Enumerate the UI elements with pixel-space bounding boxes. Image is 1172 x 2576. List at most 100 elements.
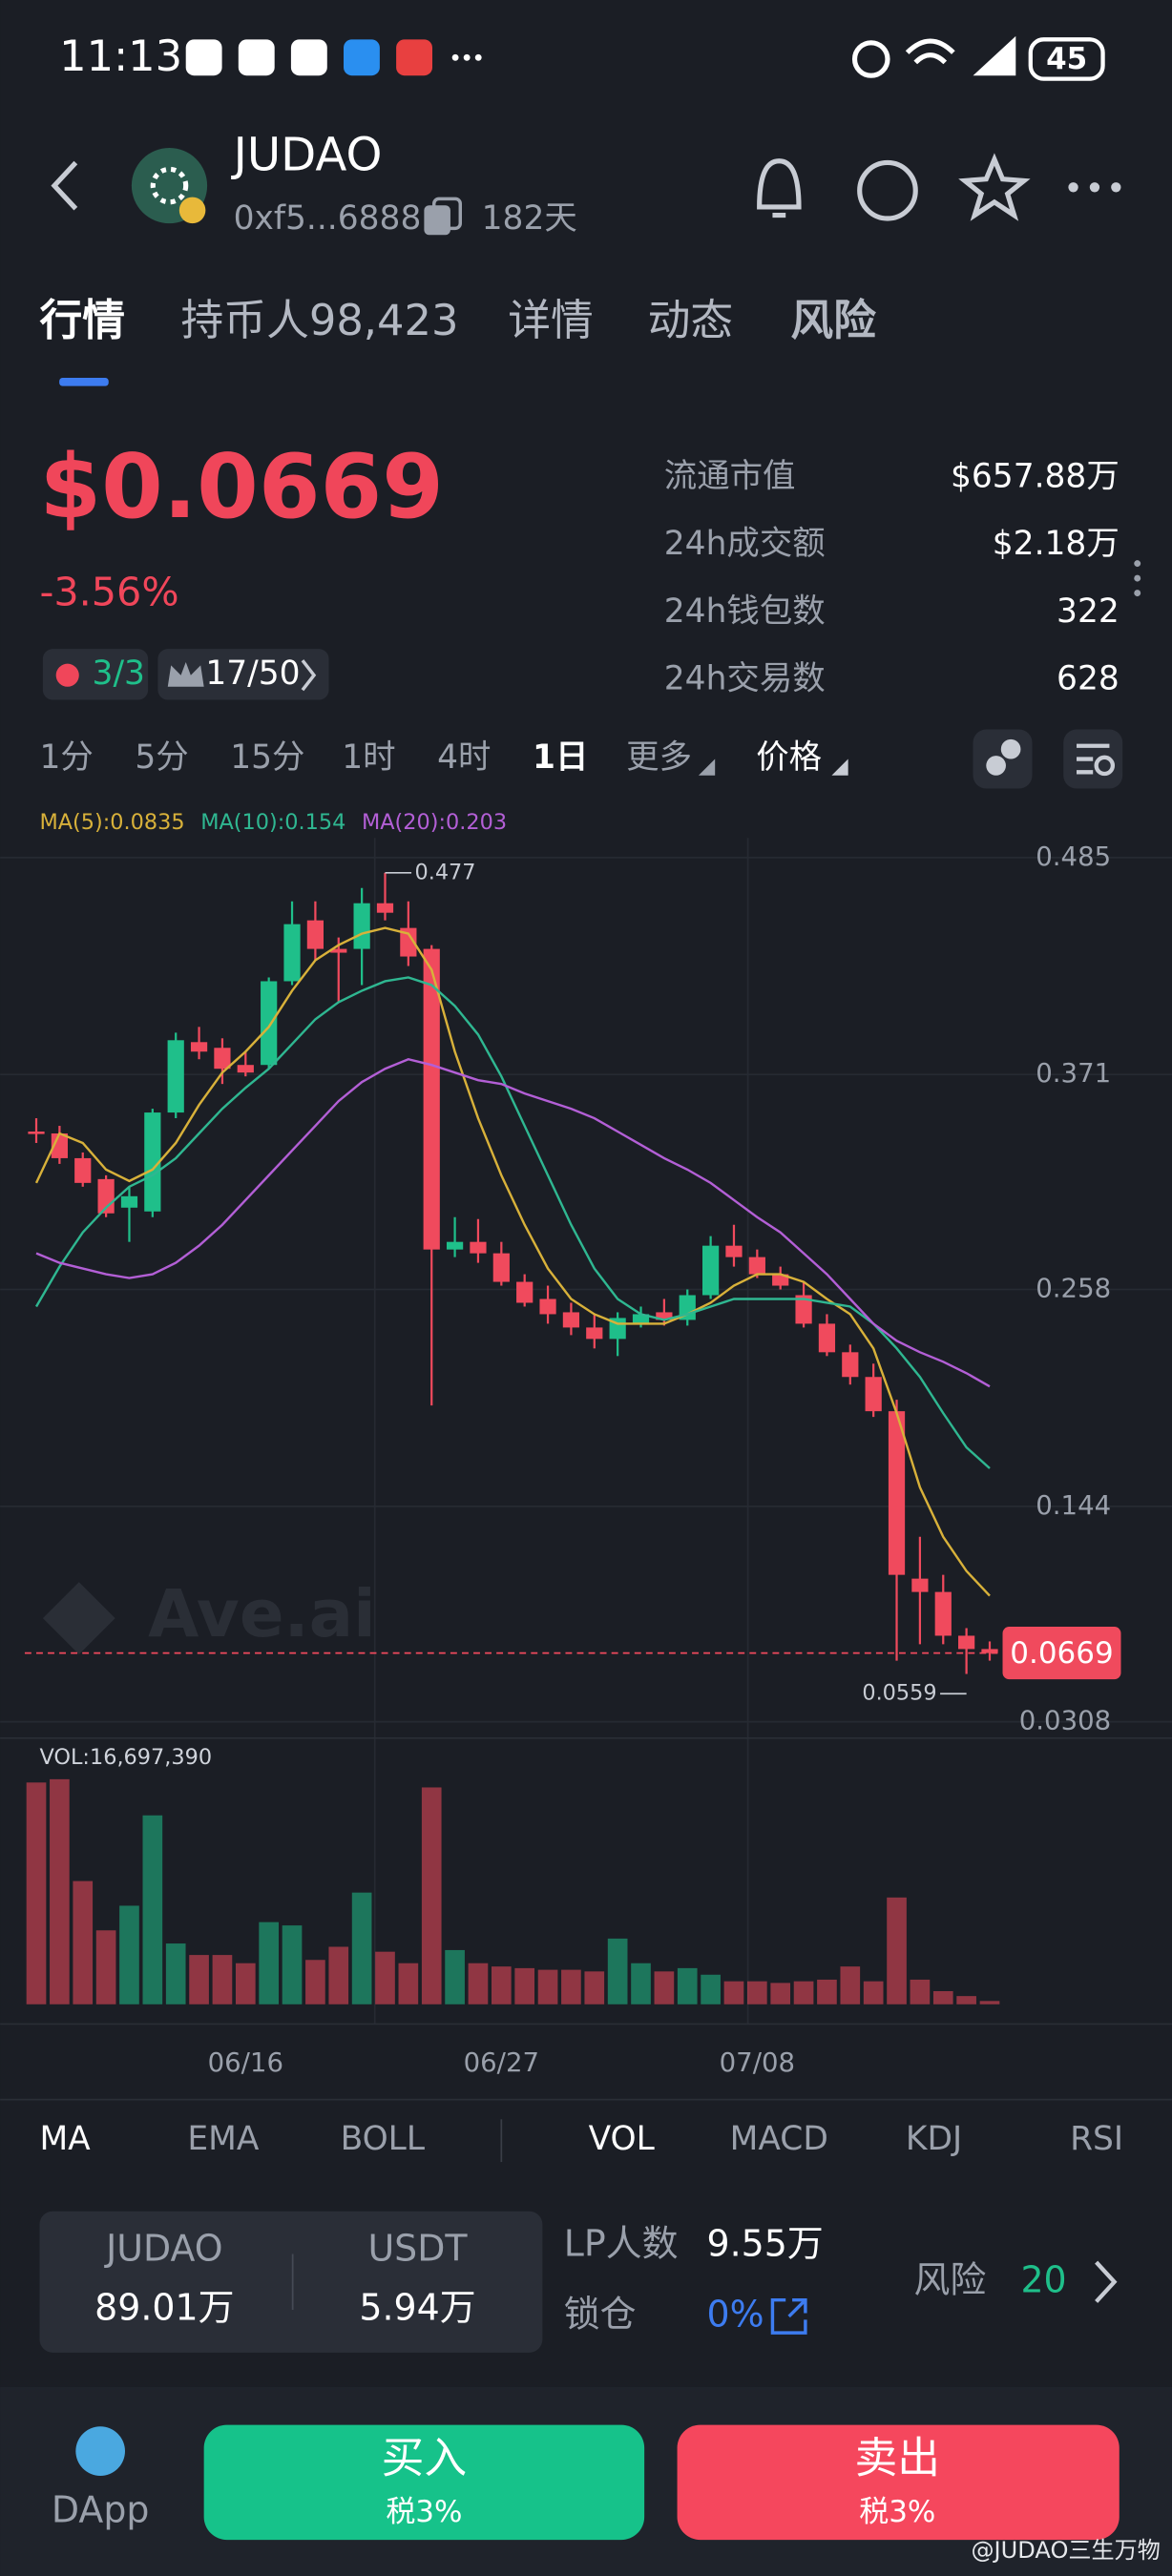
gauge-button[interactable] bbox=[857, 159, 918, 221]
candle-body bbox=[842, 1352, 859, 1378]
tab[interactable]: 持币人98,423 bbox=[181, 295, 459, 345]
favorite-button[interactable] bbox=[958, 153, 1031, 221]
sell-button[interactable] bbox=[677, 2424, 1120, 2541]
app-icon bbox=[344, 39, 380, 76]
setting-icon bbox=[1094, 755, 1116, 777]
side-handle[interactable] bbox=[1134, 560, 1141, 597]
ma-line bbox=[34, 926, 991, 1597]
candle-body bbox=[795, 1295, 812, 1324]
dot bbox=[1134, 590, 1141, 597]
candle-body bbox=[725, 1245, 743, 1257]
candle-body bbox=[261, 981, 278, 1066]
candlestick-chart: Ave.ai 0.485 0.371 0.258 0.144 0.0308 MA(5):0… bbox=[0, 810, 1172, 2101]
dapp-icon[interactable] bbox=[75, 2426, 125, 2476]
candle-body bbox=[516, 1281, 534, 1303]
timeframe[interactable]: 1分 bbox=[39, 738, 93, 777]
chevron[interactable] bbox=[1095, 2260, 1118, 2303]
badge[interactable] bbox=[157, 649, 329, 700]
dapp-label[interactable]: DApp bbox=[52, 2488, 150, 2530]
timeframe[interactable]: 1日 bbox=[533, 738, 588, 777]
timeframe[interactable]: 价格 bbox=[756, 738, 822, 777]
volume-label: VOL:16,697,390 bbox=[39, 1745, 212, 1770]
last-price-tag bbox=[1002, 1627, 1121, 1680]
indicator-tab[interactable]: MACD bbox=[730, 2120, 828, 2158]
price: $0.0669 bbox=[39, 435, 443, 538]
tool-icon bbox=[986, 756, 1006, 776]
candle-body bbox=[214, 1048, 231, 1070]
sell-tax[interactable]: 税3% bbox=[859, 2495, 935, 2529]
app-icon bbox=[238, 39, 275, 76]
app-icon bbox=[396, 39, 432, 76]
pool-token-amount: 89.01万 bbox=[94, 2287, 234, 2329]
candle-body bbox=[562, 1312, 580, 1328]
token-logo-mark bbox=[150, 166, 189, 205]
volume-bar bbox=[26, 1782, 47, 2005]
volume-bar bbox=[445, 1949, 465, 2005]
lp-label: LP人数 bbox=[564, 2222, 679, 2264]
dot bbox=[1089, 182, 1100, 193]
timeframe[interactable]: 4时 bbox=[437, 738, 491, 777]
volume-bar bbox=[119, 1905, 139, 2005]
timeframe[interactable]: 5分 bbox=[135, 738, 188, 777]
sell-label[interactable]: 卖出 bbox=[855, 2432, 941, 2483]
indicator-tab[interactable]: MA bbox=[39, 2120, 91, 2158]
external-link-icon[interactable] bbox=[770, 2297, 807, 2335]
candle-body bbox=[423, 948, 440, 1250]
timeframe[interactable]: 1时 bbox=[342, 738, 395, 777]
buy-label[interactable]: 买入 bbox=[382, 2432, 468, 2483]
system-icons: 45 bbox=[851, 35, 1105, 81]
volume-bar bbox=[537, 1969, 558, 2005]
app-icon bbox=[185, 39, 222, 76]
indicator-tab[interactable]: KDJ bbox=[906, 2120, 962, 2158]
bell-button[interactable] bbox=[757, 158, 802, 218]
tab[interactable]: 动态 bbox=[648, 295, 734, 345]
timeframe[interactable]: 更多 bbox=[626, 738, 692, 777]
volume-bar bbox=[398, 1963, 419, 2005]
timeframe[interactable]: 15分 bbox=[230, 738, 304, 777]
battery-level: 45 bbox=[1046, 42, 1087, 76]
volume-bar bbox=[165, 1943, 186, 2005]
setting-icon bbox=[1076, 743, 1110, 775]
volume-bar bbox=[840, 1966, 861, 2005]
candle-body bbox=[144, 1112, 161, 1212]
volume-bar bbox=[607, 1938, 628, 2005]
stat-value: 628 bbox=[1057, 659, 1120, 697]
pool-token: JUDAO bbox=[104, 2228, 222, 2270]
dot bbox=[1134, 574, 1141, 582]
volume-bar bbox=[328, 1946, 349, 2005]
candle-body bbox=[539, 1298, 556, 1315]
copy-icon[interactable] bbox=[424, 205, 450, 236]
stat-label: 24h交易数 bbox=[664, 659, 826, 697]
badge-icon bbox=[167, 661, 204, 687]
tab[interactable]: 行情 bbox=[39, 295, 125, 345]
tab[interactable]: 详情 bbox=[508, 295, 594, 345]
pool-box bbox=[39, 2211, 543, 2353]
back-button[interactable] bbox=[51, 160, 78, 211]
alarm-icon bbox=[851, 40, 890, 78]
volume-bar bbox=[514, 1967, 535, 2005]
stat-label: 流通市值 bbox=[664, 458, 796, 496]
app-icon bbox=[290, 39, 327, 76]
badge[interactable] bbox=[42, 649, 149, 700]
lock-value[interactable]: 0% bbox=[707, 2293, 764, 2335]
legend-entry: MA(10):0.154 bbox=[200, 810, 345, 835]
clock: 11:13 bbox=[59, 31, 182, 81]
volume-bar bbox=[863, 1981, 884, 2005]
tab-indicator bbox=[59, 378, 109, 386]
volume-bar bbox=[770, 1983, 791, 2005]
indicator-tab[interactable]: VOL bbox=[589, 2120, 655, 2158]
buy-button[interactable] bbox=[203, 2424, 645, 2541]
indicator-tab[interactable]: EMA bbox=[187, 2120, 259, 2158]
candle-body bbox=[911, 1578, 929, 1592]
volume-bar bbox=[351, 1892, 372, 2005]
volume-bar bbox=[235, 1963, 256, 2005]
buy-tax[interactable]: 税3% bbox=[386, 2495, 462, 2529]
more-button[interactable] bbox=[1068, 182, 1121, 193]
y-tick-label: 0.0308 bbox=[1019, 1706, 1111, 1736]
volume-bar bbox=[910, 1979, 931, 2005]
indicator-tab[interactable]: BOLL bbox=[341, 2120, 425, 2158]
indicator-tab[interactable]: RSI bbox=[1070, 2120, 1123, 2158]
tab[interactable]: 风险 bbox=[790, 295, 876, 345]
